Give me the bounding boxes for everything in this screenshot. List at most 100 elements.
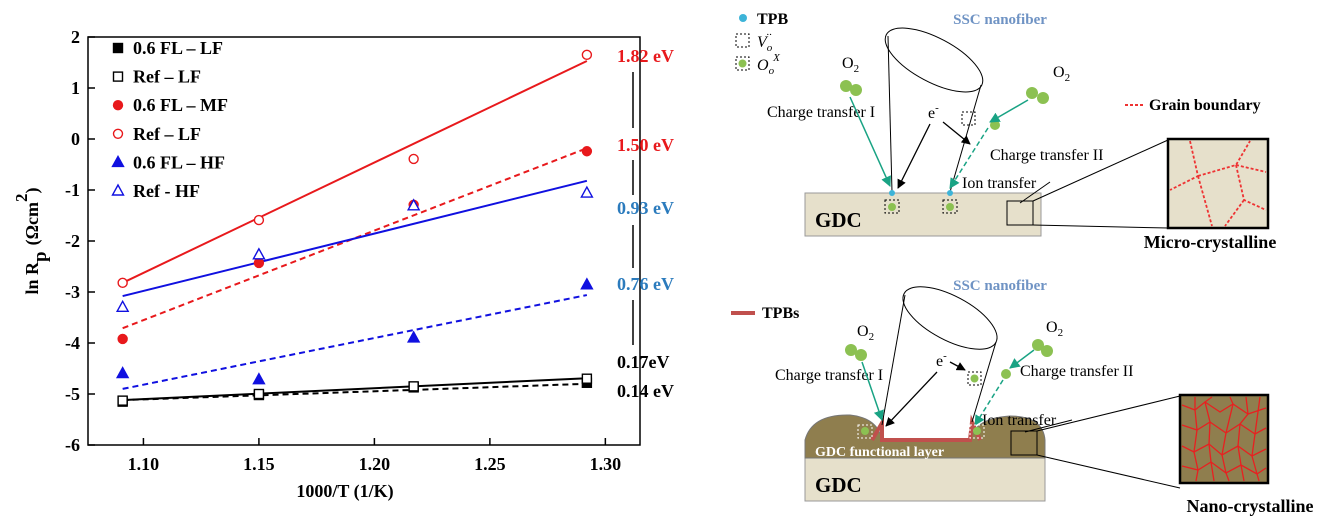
electron-arrow [885, 371, 938, 427]
tpb-site [942, 199, 958, 214]
oxygen-site [888, 203, 896, 211]
o2-atom [845, 344, 857, 356]
legend-entry: 0.6 FL – LF [112, 38, 223, 58]
oxygen-sup: X [772, 52, 781, 64]
electron-sup: - [935, 102, 939, 114]
nano-boundary [1204, 396, 1215, 482]
legend-entry: Ref - HF [111, 181, 200, 201]
legend-entry: Ref – LF [112, 124, 201, 144]
zoom-line [1036, 395, 1181, 432]
o2-label: O2 [1046, 319, 1063, 339]
marker [580, 277, 594, 290]
ct2-arrow [1009, 349, 1035, 369]
o2-atom [840, 80, 852, 92]
o2-label: O2 [842, 55, 859, 75]
annotation: 0.14 eV [617, 381, 674, 401]
y-tick-label: -5 [65, 384, 80, 404]
nano-boundaries [1181, 396, 1267, 482]
marker [408, 381, 419, 392]
x-tick-label: 1.30 [590, 454, 622, 474]
diagram-bottom: SSC nanofiber TPBs GDC functional layer … [731, 278, 1314, 516]
o2-atom [1026, 87, 1038, 99]
annotation: 0.76 eV [617, 274, 674, 294]
fiber-edge [881, 294, 906, 426]
fiber-edge [887, 35, 893, 193]
y-tick-label: -3 [65, 282, 80, 302]
electron-arrow [897, 123, 931, 189]
ct2-label: Charge transfer II [1020, 363, 1133, 380]
fiber-label: SSC nanofiber [953, 278, 1047, 294]
ct2-label: Charge transfer II [990, 147, 1103, 164]
y-tick-label: -2 [65, 231, 80, 251]
electron-sup: - [943, 350, 947, 362]
ct1-arrow [849, 96, 891, 187]
fit-line [122, 294, 588, 390]
oxygen-base: O [757, 57, 769, 74]
y-axis-label: ln Rp (Ωcm2) [12, 188, 51, 295]
vacancy-sup: ·· [766, 29, 772, 41]
o2-sub: 2 [1065, 72, 1071, 84]
x-axis-label: 1000/T (1/K) [296, 481, 393, 502]
y-label-sub: p [30, 251, 51, 262]
gdc-substrate [804, 192, 1042, 237]
nano-boundary [1221, 396, 1234, 482]
marker [580, 185, 594, 198]
y-tick-label: -1 [65, 180, 80, 200]
ct2-arrow [989, 99, 1029, 123]
marker [115, 299, 130, 312]
marker [253, 388, 265, 400]
vacancy-label: Vo·· [757, 29, 773, 54]
y-label-main: ln R [22, 261, 42, 295]
fiber-top [884, 27, 984, 93]
y-tick-label: -6 [65, 435, 80, 455]
electron-label: e- [928, 102, 939, 122]
legend-marker [112, 99, 124, 111]
o2-atom [1037, 92, 1049, 104]
y-label-sup: 2 [12, 194, 31, 203]
layer-label: GDC functional layer [815, 445, 944, 460]
legend-entry: Ref – LF [112, 67, 201, 87]
marker [408, 153, 419, 165]
fit-line [122, 179, 588, 298]
fit-line [122, 60, 588, 284]
o2-sub: 2 [869, 331, 875, 343]
vacancy-base: V [757, 34, 769, 51]
zoom-line [1032, 224, 1169, 229]
tpbs-legend: TPBs [762, 305, 799, 322]
legend-entry: 0.6 FL – HF [111, 152, 225, 172]
annotation: 1.82 eV [617, 46, 674, 66]
oxygen-site [946, 203, 954, 211]
caption: Nano-crystalline [1187, 496, 1314, 516]
marker [406, 198, 421, 211]
x-tick-label: 1.25 [474, 454, 506, 474]
oxygen-dot [738, 59, 747, 68]
tpb-dot [947, 190, 953, 196]
fiber-edge [971, 341, 997, 423]
fit-line [122, 377, 587, 402]
o2-atom [1032, 339, 1044, 351]
vacancy-site [961, 111, 976, 126]
grain-boundary [1224, 199, 1245, 227]
marker [252, 247, 266, 260]
oxygen-site [861, 427, 869, 435]
legend-entry: 0.6 FL – MF [112, 95, 228, 115]
o2-atom [855, 349, 867, 361]
o2-sub: 2 [1058, 327, 1064, 339]
legend-marker [112, 71, 124, 82]
electron-base: e [928, 105, 935, 122]
o2-base: O [857, 323, 869, 340]
legend-label: Ref – LF [133, 67, 201, 87]
o2-label: O2 [1053, 64, 1070, 84]
marker [406, 330, 421, 343]
ion-label: Ion transfer [982, 412, 1057, 429]
oxygen-label: OoX [757, 52, 781, 77]
y-tick-label: 2 [71, 27, 80, 47]
y-tick-label: -4 [65, 333, 80, 353]
nano-boundary [1193, 397, 1199, 482]
oxygen-site [973, 427, 981, 435]
caption: Micro-crystalline [1144, 232, 1277, 252]
annotation: 0.93 eV [617, 198, 674, 218]
legend-marker [111, 154, 125, 168]
fit-line [122, 382, 587, 402]
electron-label: e- [936, 350, 947, 370]
